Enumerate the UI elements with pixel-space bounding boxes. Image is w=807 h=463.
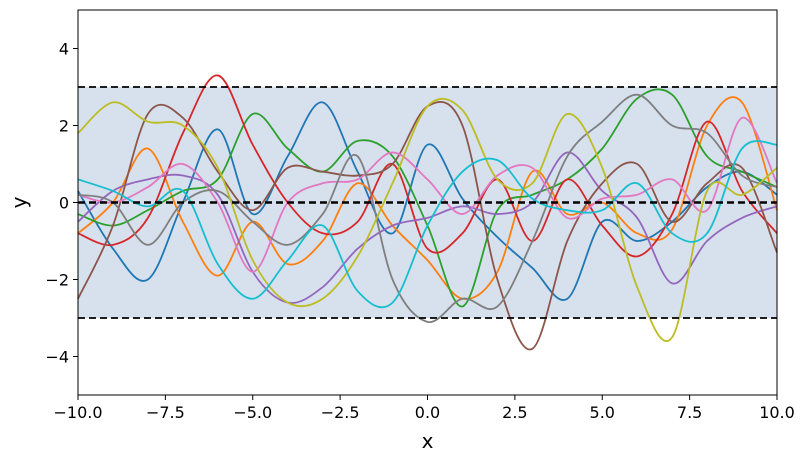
series-line-6 bbox=[77, 101, 778, 351]
series-line-7 bbox=[77, 116, 778, 273]
plot-area bbox=[77, 9, 778, 396]
series-line-2 bbox=[77, 96, 778, 300]
x-tick-label: 5.0 bbox=[590, 403, 615, 422]
y-tick-label: 0 bbox=[59, 194, 69, 213]
reference-lines bbox=[78, 86, 777, 319]
y-axis-label: y bbox=[7, 196, 31, 208]
y-axis: −4 −2 0 2 4 bbox=[45, 40, 78, 367]
y-tick-label: 2 bbox=[59, 117, 69, 136]
x-tick-label: 0.0 bbox=[415, 403, 440, 422]
y-tick-label: −4 bbox=[45, 348, 69, 367]
y-tick-label: 4 bbox=[59, 40, 69, 59]
x-tick-label: −10.0 bbox=[53, 403, 102, 422]
series-line-8 bbox=[77, 93, 778, 323]
series-layer bbox=[77, 74, 778, 351]
x-axis-label: x bbox=[422, 429, 434, 453]
series-line-5 bbox=[77, 151, 778, 304]
series-line-10 bbox=[77, 140, 778, 309]
y-tick-label: −2 bbox=[45, 271, 69, 290]
series-line-3 bbox=[77, 88, 778, 308]
x-tick-label: −2.5 bbox=[321, 403, 360, 422]
x-tick-label: 2.5 bbox=[502, 403, 527, 422]
x-axis: −10.0 −7.5 −5.0 −2.5 0.0 2.5 5.0 7.5 10.0 bbox=[53, 395, 795, 422]
x-tick-label: 10.0 bbox=[759, 403, 795, 422]
x-tick-label: −5.0 bbox=[233, 403, 272, 422]
series-line-9 bbox=[77, 97, 778, 342]
x-tick-label: 7.5 bbox=[677, 403, 702, 422]
x-tick-label: −7.5 bbox=[146, 403, 185, 422]
